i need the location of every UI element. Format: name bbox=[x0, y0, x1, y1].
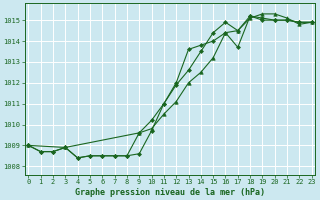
X-axis label: Graphe pression niveau de la mer (hPa): Graphe pression niveau de la mer (hPa) bbox=[75, 188, 265, 197]
